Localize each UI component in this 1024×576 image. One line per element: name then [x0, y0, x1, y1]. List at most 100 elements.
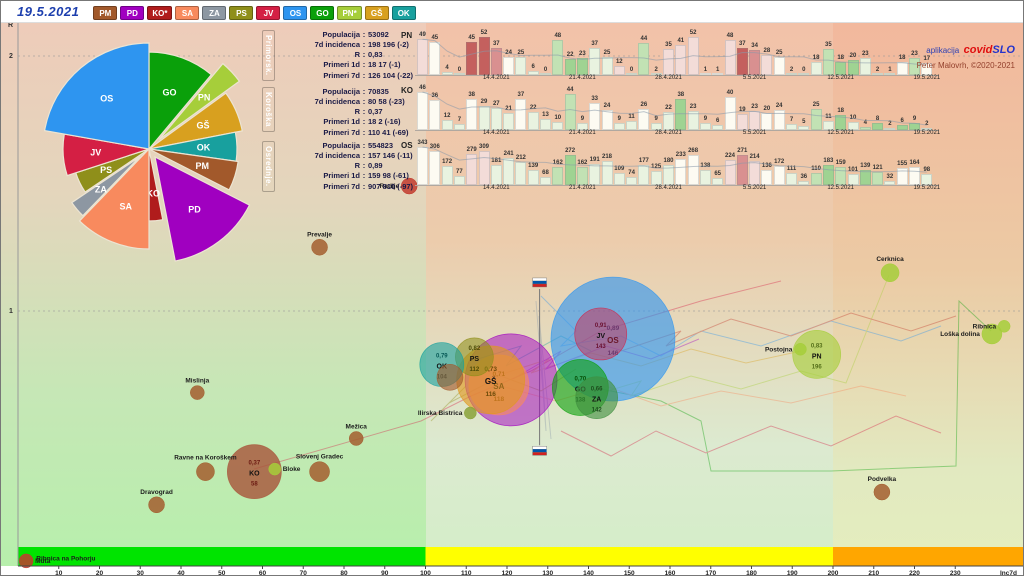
daily-bar[interactable]: [872, 73, 884, 75]
daily-bar[interactable]: [699, 123, 711, 130]
daily-bar[interactable]: [564, 94, 576, 130]
daily-bar[interactable]: [896, 168, 908, 185]
daily-bar[interactable]: [515, 99, 527, 130]
daily-bar[interactable]: [663, 112, 674, 130]
daily-bar[interactable]: [466, 42, 478, 75]
daily-bar[interactable]: [478, 106, 490, 130]
daily-bar[interactable]: [859, 170, 871, 185]
daily-bar[interactable]: [429, 151, 441, 185]
daily-bar[interactable]: [650, 171, 662, 185]
panel-tab-primorska[interactable]: Primorsk.: [262, 30, 275, 81]
daily-bar[interactable]: [589, 164, 601, 185]
daily-bar[interactable]: [810, 173, 822, 185]
daily-bar[interactable]: [576, 167, 588, 185]
daily-bar[interactable]: [663, 49, 674, 75]
region-bubble-pm[interactable]: [436, 363, 464, 391]
region-button-gš[interactable]: GŠ: [364, 5, 389, 20]
daily-bar[interactable]: [786, 173, 797, 185]
daily-bar[interactable]: [417, 39, 428, 75]
daily-bar[interactable]: [650, 123, 662, 130]
daily-bar[interactable]: [810, 62, 822, 75]
daily-bar[interactable]: [822, 121, 834, 130]
daily-bar[interactable]: [835, 62, 847, 75]
town-bloke[interactable]: Bloke: [268, 462, 301, 476]
daily-bar[interactable]: [613, 123, 625, 130]
town-cerknica[interactable]: Cerknica: [876, 256, 904, 282]
daily-bar[interactable]: [712, 73, 724, 75]
daily-bar[interactable]: [798, 73, 810, 75]
daily-bar[interactable]: [453, 176, 465, 185]
town-dravograd[interactable]: Dravograd: [140, 489, 173, 514]
region-button-ko[interactable]: KO*: [147, 5, 173, 20]
daily-bar[interactable]: [675, 45, 687, 75]
daily-bar[interactable]: [847, 174, 859, 185]
daily-bar[interactable]: [798, 126, 810, 130]
region-button-ps[interactable]: PS: [229, 5, 254, 20]
daily-bar[interactable]: [613, 173, 625, 185]
panel-tab-koroska[interactable]: Koroška: [262, 87, 275, 132]
region-bubble-pn[interactable]: 0,83 PN 196: [792, 330, 842, 379]
daily-bar[interactable]: [613, 66, 625, 75]
region-bubble-ko[interactable]: 0,37 KO 58: [227, 444, 282, 499]
pie-slice-sa[interactable]: SA: [78, 147, 150, 250]
pie-slice-go[interactable]: GO: [148, 51, 213, 151]
daily-bar[interactable]: [552, 167, 564, 185]
pie-slice-pm[interactable]: PM: [148, 148, 239, 191]
daily-bar[interactable]: [786, 73, 797, 75]
region-bubble-za[interactable]: 0,66 ZA 142: [575, 376, 619, 420]
daily-bar[interactable]: [699, 73, 711, 75]
town-ravne-na-koroškem[interactable]: Ravne na Koroškem: [174, 455, 237, 481]
pie-slice-za[interactable]: ZA: [70, 156, 141, 217]
daily-bar[interactable]: [736, 48, 748, 75]
daily-bar[interactable]: [921, 128, 933, 130]
town-ribnica-na-pohorju[interactable]: Ribnica na Pohorju: [36, 555, 95, 562]
daily-bar[interactable]: [884, 128, 896, 130]
region-button-ok[interactable]: OK: [391, 5, 416, 20]
town-mežica[interactable]: Mežica: [346, 424, 368, 446]
panel-tab-osrednja[interactable]: Osrednje.: [262, 141, 275, 192]
daily-bar[interactable]: [576, 58, 588, 75]
town-slovenj-gradec[interactable]: Slovenj Gradec: [296, 454, 344, 482]
daily-bar[interactable]: [798, 181, 810, 185]
pie-slice-os[interactable]: OS: [43, 42, 150, 150]
region-button-go[interactable]: GO: [310, 5, 335, 20]
daily-bar[interactable]: [478, 151, 490, 185]
daily-bar[interactable]: [527, 71, 539, 75]
daily-bar[interactable]: [466, 154, 478, 185]
daily-bar[interactable]: [761, 55, 773, 75]
region-button-pd[interactable]: PD: [120, 5, 145, 20]
pie-slice-pd[interactable]: PD: [154, 155, 251, 262]
pie-slice-pn[interactable]: PN: [158, 62, 241, 140]
daily-bar[interactable]: [601, 161, 613, 185]
town-postojna[interactable]: Postojna: [765, 343, 807, 356]
daily-bar[interactable]: [663, 165, 674, 185]
daily-bar[interactable]: [724, 160, 736, 185]
region-button-sa[interactable]: SA: [175, 5, 200, 20]
region-button-os[interactable]: OS: [283, 5, 308, 20]
daily-bar[interactable]: [712, 125, 724, 130]
daily-bar[interactable]: [626, 73, 638, 75]
daily-bar[interactable]: [749, 111, 761, 130]
daily-bar[interactable]: [884, 181, 896, 185]
daily-bar[interactable]: [453, 124, 465, 130]
town-prevalje[interactable]: Prevalje: [307, 231, 332, 256]
daily-bar[interactable]: [626, 177, 638, 185]
daily-bar[interactable]: [417, 147, 428, 185]
daily-bar[interactable]: [503, 113, 515, 130]
daily-bar[interactable]: [921, 174, 933, 185]
daily-bar[interactable]: [822, 165, 834, 185]
town-muta[interactable]: Muta: [18, 553, 51, 569]
daily-bar[interactable]: [761, 170, 773, 185]
daily-bar[interactable]: [675, 159, 687, 185]
daily-bar[interactable]: [503, 57, 515, 75]
daily-bar[interactable]: [441, 72, 453, 75]
town-mislinja[interactable]: Mislinja: [185, 378, 210, 400]
daily-bar[interactable]: [687, 155, 699, 185]
daily-bar[interactable]: [859, 127, 871, 130]
daily-bar[interactable]: [540, 177, 551, 185]
daily-bar[interactable]: [576, 123, 588, 130]
region-bubble-jv[interactable]: 0,91 JV 143: [574, 307, 628, 361]
region-button-pm[interactable]: PM: [93, 5, 118, 20]
region-button-za[interactable]: ZA: [202, 5, 227, 20]
daily-bar[interactable]: [761, 113, 773, 130]
